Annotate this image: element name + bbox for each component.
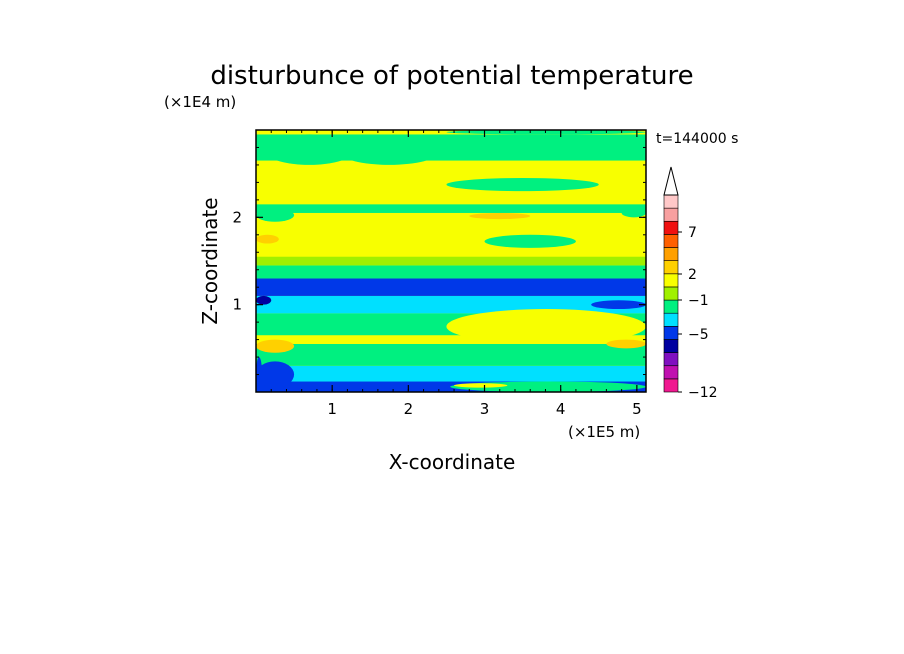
contour-patch: [256, 295, 272, 305]
colorbar-swatch: [663, 299, 679, 314]
contour-features: [256, 130, 646, 392]
contour-patch: [446, 178, 599, 192]
colorbar-swatch: [663, 260, 679, 275]
contour-patch: [484, 234, 576, 248]
contour-patch: [621, 208, 646, 218]
colorbar-swatch: [663, 273, 679, 288]
contour-patch: [256, 208, 295, 222]
y-tick-label: 1: [232, 296, 242, 314]
colorbar-swatch: [663, 247, 679, 261]
x-unit-label: (×1E5 m): [568, 423, 640, 441]
colorbar-swatch: [663, 207, 679, 222]
x-tick-label: 4: [556, 400, 566, 418]
x-axis: 1 2 3 4 5: [270, 130, 642, 418]
contour-patch: [256, 234, 279, 244]
y-axis: 12: [232, 146, 646, 376]
contour-patch: [469, 212, 531, 220]
contour-patch: [256, 357, 263, 392]
x-tick-label: 3: [480, 400, 490, 418]
plot-area: [256, 130, 646, 392]
colorbar-swatch: [663, 365, 679, 380]
contour-patch: [454, 383, 508, 388]
contour-band: [256, 335, 646, 344]
contour-band: [256, 343, 646, 366]
colorbar-swatch: [663, 312, 679, 327]
time-label: t=144000 s: [656, 131, 738, 147]
colorbar-label: −1: [688, 293, 709, 309]
colorbar-swatch: [663, 220, 679, 235]
colorbar-extend-arrow: [663, 166, 679, 196]
x-tick-label: 5: [632, 400, 642, 418]
colorbar-label: −12: [688, 385, 718, 401]
contour-band: [256, 278, 646, 296]
chart-title: disturbunce of potential temperature: [210, 61, 693, 91]
contour-band: [256, 256, 646, 266]
contour-patch: [339, 138, 439, 165]
colorbar-swatch: [663, 339, 679, 353]
contour-patch: [591, 300, 646, 310]
contour-band: [256, 365, 646, 382]
contour-band: [256, 212, 646, 257]
plot-frame: [255, 129, 647, 393]
contour-patch: [446, 309, 646, 344]
contour-patch: [256, 361, 295, 388]
colorbar-label: 2: [688, 267, 697, 283]
colorbar-swatch: [663, 378, 679, 393]
contour-patch: [263, 134, 356, 165]
colorbar-swatch: [663, 194, 679, 209]
colorbar: 7 2 −1 −5 −12: [663, 166, 718, 401]
x-tick-label: 1: [327, 400, 337, 418]
x-axis-label: X-coordinate: [389, 450, 516, 474]
contour-patch: [606, 339, 646, 349]
y-unit-label: (×1E4 m): [164, 93, 236, 111]
colorbar-swatch: [663, 352, 679, 367]
colorbar-swatch: [663, 234, 679, 248]
colorbar-label: 7: [688, 225, 697, 241]
contour-band: [256, 265, 646, 279]
colorbar-label: −5: [688, 327, 709, 343]
contour-band: [256, 295, 646, 314]
contour-patch: [256, 339, 295, 353]
y-tick-label: 2: [232, 208, 242, 226]
x-tick-label: 2: [404, 400, 414, 418]
y-axis-label: Z-coordinate: [198, 197, 222, 324]
colorbar-swatch: [663, 326, 679, 340]
contour-patch: [446, 130, 646, 135]
colorbar-swatch: [663, 286, 679, 301]
contour-band: [256, 204, 646, 213]
contour-bands: [256, 130, 646, 392]
